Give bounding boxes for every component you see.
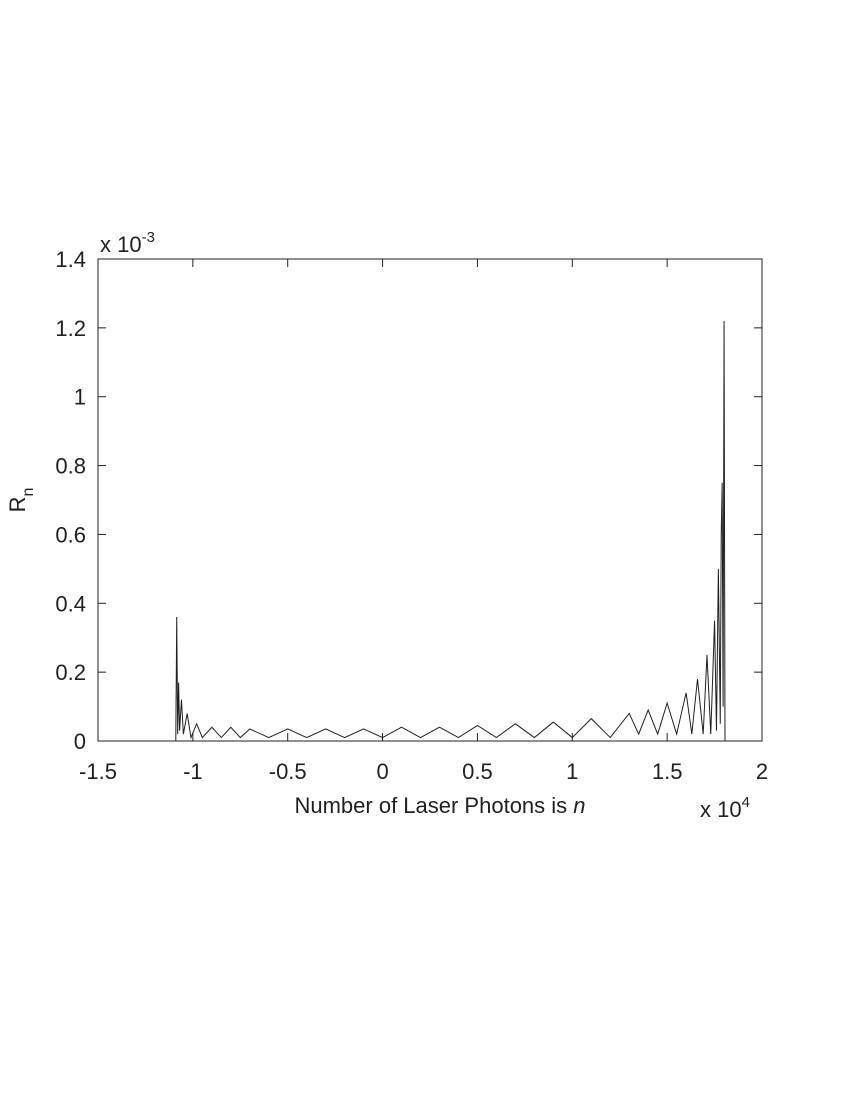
y-tick-label: 1.4 bbox=[55, 247, 86, 272]
y-tick-label: 0.8 bbox=[55, 454, 86, 479]
x-tick-label: 0.5 bbox=[462, 759, 493, 784]
x-tick-label: 1 bbox=[566, 759, 578, 784]
x-tick-label: 0 bbox=[376, 759, 388, 784]
y-multiplier: x 10-3 bbox=[100, 229, 155, 257]
x-label-variable: n bbox=[573, 793, 585, 818]
x-tick-label: 1.5 bbox=[652, 759, 683, 784]
x-tick-label: -0.5 bbox=[269, 759, 307, 784]
y-tick-label: 1.2 bbox=[55, 316, 86, 341]
y-tick-label: 0.4 bbox=[55, 591, 86, 616]
x-label-text: Number of Laser Photons is bbox=[294, 793, 573, 818]
y-tick-label: 1 bbox=[74, 385, 86, 410]
x-tick-label: -1 bbox=[183, 759, 203, 784]
y-tick-label: 0.6 bbox=[55, 522, 86, 547]
data-line bbox=[175, 320, 726, 742]
y-label-text: R bbox=[5, 497, 30, 513]
x-tick-label: -1.5 bbox=[79, 759, 117, 784]
x-multiplier-exponent: 4 bbox=[742, 794, 750, 811]
y-multiplier-exponent: -3 bbox=[142, 229, 155, 246]
x-multiplier-base: x 10 bbox=[700, 797, 742, 822]
y-tick-label: 0 bbox=[74, 729, 86, 754]
x-multiplier: x 104 bbox=[700, 794, 750, 822]
y-multiplier-base: x 10 bbox=[100, 232, 142, 257]
plot-frame bbox=[97, 258, 763, 742]
x-tick-label: 2 bbox=[756, 759, 768, 784]
x-axis-label: Number of Laser Photons is n bbox=[294, 793, 585, 818]
y-label-subscript: n bbox=[20, 488, 37, 497]
y-axis-label: Rn bbox=[5, 488, 37, 513]
y-tick-label: 0.2 bbox=[55, 660, 86, 685]
